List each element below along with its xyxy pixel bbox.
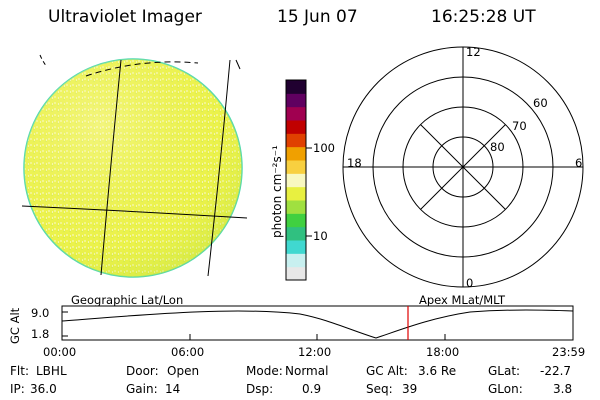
mode-label: Mode: <box>246 364 283 378</box>
polar-label-6: 6 <box>575 156 583 170</box>
x-tick-label-0000: 00:00 <box>43 345 77 359</box>
geographic-caption: Geographic Lat/Lon <box>71 293 184 307</box>
colorbar-band <box>286 160 306 174</box>
ip-value: 36.0 <box>30 382 57 396</box>
dsp-value: 0.9 <box>302 382 322 396</box>
date-label: 15 Jun 07 <box>277 7 358 27</box>
door-label: Door: <box>126 364 159 378</box>
gcalt-value: 3.6 Re <box>418 364 457 378</box>
colorbar-band <box>286 240 306 254</box>
colorbar-band <box>286 266 306 281</box>
colorbar-band <box>286 173 306 188</box>
polar-ring-label-70: 70 <box>512 119 527 133</box>
x-tick-label-0600: 06:00 <box>171 345 205 359</box>
app-title: Ultraviolet Imager <box>48 7 202 27</box>
flt-label: Flt: <box>10 364 29 378</box>
colorbar-band <box>286 93 306 108</box>
seq-value: 39 <box>402 382 418 396</box>
colorbar-band <box>286 213 306 228</box>
time-label: 16:25:28 UT <box>431 7 536 27</box>
graticule-lines <box>21 54 248 277</box>
x-tick-label-1200: 12:00 <box>298 345 332 359</box>
ip-label: IP: <box>10 382 25 396</box>
mode-value: Normal <box>285 364 329 378</box>
colorbar-band <box>286 133 306 148</box>
seq-label: Seq: <box>366 382 393 396</box>
colorbar-frame <box>285 79 307 281</box>
earth-disk <box>23 58 243 278</box>
colorbar-band <box>286 106 306 121</box>
polar-label-12: 12 <box>466 45 481 59</box>
colorbar-band <box>286 226 306 241</box>
colorbar-bands <box>286 80 306 281</box>
polar-label-0: 0 <box>466 276 474 290</box>
y-tick-label-top: 9.0 <box>31 306 50 320</box>
flt-value: LBHL <box>36 364 67 378</box>
dsp-label: Dsp: <box>246 382 274 396</box>
glon-label: GLon: <box>488 382 523 396</box>
glat-label: GLat: <box>488 364 521 378</box>
x-tick-label-1800: 18:00 <box>426 345 460 359</box>
gain-value: 14 <box>165 382 181 396</box>
glon-value: 3.8 <box>553 382 573 396</box>
polar-ring-label-60: 60 <box>533 96 548 110</box>
y-tick-label-bottom: 1.8 <box>31 327 50 341</box>
door-value: Open <box>167 364 200 378</box>
colorbar-band <box>286 186 306 201</box>
colorbar-band <box>286 120 306 134</box>
colorbar-band <box>286 146 306 161</box>
apex-caption: Apex MLat/MLT <box>419 293 506 307</box>
colorbar-tick-label-10: 10 <box>313 229 328 243</box>
colorbar-band <box>286 253 306 268</box>
polar-label-18: 18 <box>347 156 362 170</box>
gcalt-label: GC Alt: <box>366 364 408 378</box>
glat-value: -22.7 <box>540 364 572 378</box>
colorbar-tick-label-100: 100 <box>313 141 335 155</box>
polar-ring-label-80: 80 <box>490 140 505 154</box>
polar-diagonal-2 <box>420 124 506 210</box>
colorbar-band <box>286 200 306 214</box>
altitude-curve <box>61 309 574 339</box>
colorbar-band <box>286 80 306 94</box>
gain-label: Gain: <box>126 382 158 396</box>
x-tick-label-2359: 23:59 <box>552 345 586 359</box>
